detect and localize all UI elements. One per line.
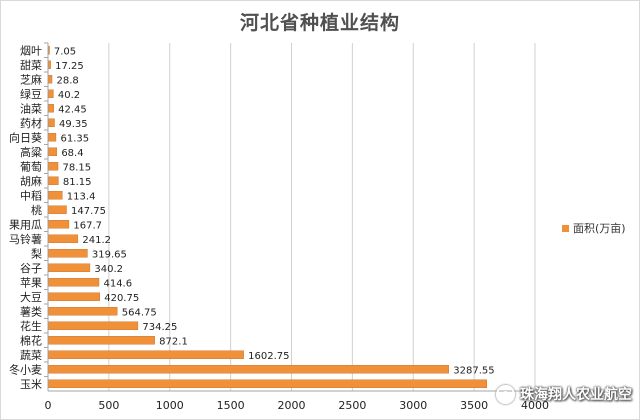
data-label: 420.75 [104, 293, 139, 304]
legend-swatch [562, 224, 569, 232]
category-label: 高粱 [20, 145, 42, 159]
category-label: 葡萄 [20, 160, 42, 173]
data-label: 40.2 [58, 90, 80, 101]
data-label: 564.75 [122, 307, 157, 318]
bar [48, 379, 487, 388]
x-tick-label: 1500 [217, 399, 245, 412]
bar [48, 162, 59, 171]
legend-label: 面积(万亩) [573, 222, 626, 235]
bar [48, 191, 63, 200]
data-label: 49.35 [59, 119, 88, 130]
data-label: 3287.55 [453, 365, 494, 376]
watermark: 珠海翔人农业航空 [496, 384, 632, 404]
bar [48, 133, 57, 142]
category-label: 大豆 [20, 290, 42, 304]
category-label: 芝麻 [20, 72, 42, 86]
bar [48, 263, 91, 272]
data-label: 167.7 [73, 220, 102, 231]
bar [48, 321, 139, 330]
category-label: 中稻 [20, 189, 42, 202]
gridlines [108, 43, 536, 391]
data-label: 319.65 [92, 249, 127, 260]
data-label: 872.1 [159, 336, 188, 347]
category-label: 梨 [31, 246, 42, 260]
bar [48, 336, 155, 345]
data-label: 414.6 [103, 278, 132, 289]
data-label: 147.75 [71, 206, 106, 217]
watermark-text: 珠海翔人农业航空 [520, 387, 632, 403]
bar [48, 220, 70, 229]
data-label: 68.4 [61, 148, 83, 159]
bar [48, 89, 54, 98]
category-label: 马铃薯 [9, 232, 42, 246]
bar [48, 278, 100, 287]
x-tick-label: 2500 [338, 399, 366, 412]
camera-lens-icon [496, 384, 515, 404]
bar [48, 350, 244, 359]
bar [48, 365, 449, 374]
category-label: 绿豆 [20, 87, 42, 101]
data-label: 78.15 [63, 162, 92, 173]
category-label: 苹果 [20, 275, 42, 289]
data-label: 113.4 [67, 191, 96, 202]
category-label: 冬小麦 [9, 362, 42, 376]
bar [48, 75, 53, 84]
category-label: 胡麻 [20, 174, 42, 188]
bar [48, 307, 118, 316]
bar [48, 176, 59, 185]
x-tick-label: 0 [45, 399, 52, 412]
category-label: 蔬菜 [20, 349, 42, 362]
data-label: 7.05 [54, 46, 76, 57]
x-tick-label: 3500 [460, 399, 488, 412]
data-label: 81.15 [63, 177, 92, 188]
x-tick-label: 4000 [521, 399, 549, 412]
bar [48, 292, 100, 301]
category-label: 果用瓜 [9, 218, 42, 231]
labels: 0 500 1000 1500 2000 2500 3000 3500 4000 烟叶 7.05 甜菜… [9, 43, 549, 412]
category-label: 棉花 [20, 333, 42, 347]
x-tick-label: 2000 [278, 399, 306, 412]
data-label: 17.25 [55, 61, 84, 72]
bars [48, 46, 487, 388]
bar [48, 147, 58, 156]
data-label: 241.2 [82, 235, 111, 246]
axes [44, 42, 535, 392]
data-label: 28.8 [57, 75, 79, 86]
data-label: 340.2 [94, 264, 123, 275]
data-label: 61.35 [60, 133, 89, 144]
category-label: 花生 [20, 319, 42, 333]
bar [48, 60, 51, 69]
category-label: 药材 [20, 116, 42, 130]
x-tick-label: 500 [98, 399, 119, 412]
legend: 面积(万亩) [562, 220, 626, 236]
category-label: 甜菜 [20, 59, 42, 72]
data-label: 42.45 [58, 104, 87, 115]
category-label: 玉米 [20, 378, 42, 391]
x-tick-label: 1000 [156, 399, 184, 412]
bar [48, 205, 67, 214]
category-label: 薯类 [20, 304, 42, 318]
bar [48, 234, 79, 243]
bar [48, 118, 55, 127]
data-label: 1602.75 [248, 351, 289, 362]
data-label: 734.25 [142, 322, 177, 333]
category-label: 谷子 [20, 262, 42, 275]
category-label: 桃 [31, 203, 42, 217]
bar [48, 104, 54, 113]
bar [48, 249, 88, 258]
chart-title: 河北省种植业结构 [239, 12, 400, 34]
category-label: 烟叶 [20, 43, 42, 57]
category-label: 向日葵 [9, 130, 42, 144]
category-label: 油菜 [20, 101, 42, 115]
bar [48, 46, 50, 55]
x-tick-label: 3000 [399, 399, 427, 412]
